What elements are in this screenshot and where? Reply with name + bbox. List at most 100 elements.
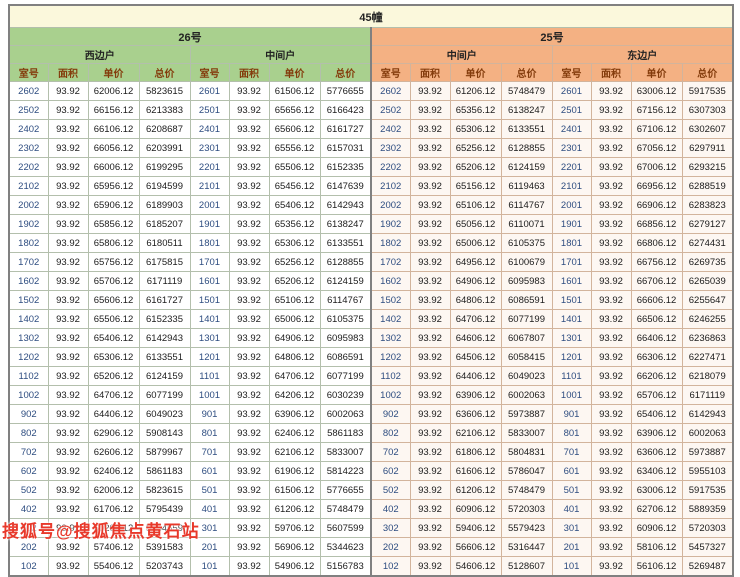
unit-type-middle-25: 中间户 <box>370 45 553 64</box>
unit-price-cell: 65906.12 <box>87 195 140 215</box>
area-cell: 93.92 <box>47 252 89 272</box>
room-cell: 1701 <box>551 252 592 272</box>
column-header-area: 面积 <box>409 63 451 82</box>
table-row: 602 93.92 62406.12 5861183 601 93.92 61906.12 5… <box>8 461 734 481</box>
area-cell: 93.92 <box>590 290 632 310</box>
total-price-cell: 5973887 <box>681 442 734 462</box>
area-cell: 93.92 <box>409 347 451 367</box>
area-cell: 93.92 <box>228 195 270 215</box>
area-cell: 93.92 <box>590 81 632 101</box>
area-cell: 93.92 <box>409 328 451 348</box>
unit-price-cell: 56606.12 <box>449 537 502 557</box>
area-cell: 93.92 <box>47 233 89 253</box>
total-price-cell: 6002063 <box>681 423 734 443</box>
unit-price-cell: 60906.12 <box>449 499 502 519</box>
total-price-cell: 5128607 <box>500 556 553 577</box>
total-price-cell: 6227471 <box>681 347 734 367</box>
area-cell: 93.92 <box>47 309 89 329</box>
area-cell: 93.92 <box>590 252 632 272</box>
table-row: 802 93.92 62906.12 5908143 801 93.92 62406.12 5… <box>8 423 734 443</box>
room-cell: 2302 <box>8 138 49 158</box>
total-price-cell: 6124159 <box>500 157 553 177</box>
room-cell: 602 <box>370 461 411 481</box>
room-cell: 102 <box>370 556 411 577</box>
room-cell: 2301 <box>551 138 592 158</box>
room-cell: 2601 <box>551 81 592 101</box>
total-price-cell: 6203991 <box>138 138 191 158</box>
area-cell: 93.92 <box>228 537 270 557</box>
room-cell: 1402 <box>370 309 411 329</box>
unit-price-cell: 63406.12 <box>630 461 683 481</box>
unit-price-cell: 59706.12 <box>268 518 321 538</box>
table-row: 1102 93.92 65206.12 6124159 1101 93.92 64706.1… <box>8 366 734 386</box>
unit-price-cell: 65606.12 <box>268 119 321 139</box>
total-price-cell: 6255647 <box>681 290 734 310</box>
room-cell: 901 <box>551 404 592 424</box>
table-row: 102 93.92 55406.12 5203743 101 93.92 54906.12 5… <box>8 556 734 577</box>
total-price-cell: 5955103 <box>681 461 734 481</box>
unit-price-cell: 65206.12 <box>87 366 140 386</box>
total-price-cell: 6218079 <box>681 366 734 386</box>
unit-type-middle-26: 中间户 <box>189 45 372 64</box>
area-cell: 93.92 <box>47 176 89 196</box>
room-cell: 2602 <box>370 81 411 101</box>
unit-price-cell: 66106.12 <box>87 119 140 139</box>
total-price-cell: 6147639 <box>319 176 372 196</box>
unit-price-cell: 60906.12 <box>630 518 683 538</box>
room-cell: 2301 <box>189 138 230 158</box>
total-price-cell: 5776655 <box>319 480 372 500</box>
table-row: 502 93.92 62006.12 5823615 501 93.92 61506.12 5… <box>8 480 734 500</box>
unit-price-cell: 61506.12 <box>268 81 321 101</box>
area-cell: 93.92 <box>47 347 89 367</box>
total-price-cell: 6302607 <box>681 119 734 139</box>
room-cell: 1102 <box>8 366 49 386</box>
area-cell: 93.92 <box>590 309 632 329</box>
unit-price-cell: 65206.12 <box>268 271 321 291</box>
unit-price-cell: 66706.12 <box>630 271 683 291</box>
area-cell: 93.92 <box>47 385 89 405</box>
unit-type-row: 西边户 中间户 中间户 东边户 <box>8 45 734 64</box>
room-cell: 2402 <box>8 119 49 139</box>
room-cell: 801 <box>551 423 592 443</box>
room-cell: 802 <box>370 423 411 443</box>
unit-price-cell: 61706.12 <box>87 499 140 519</box>
total-price-cell: 6171119 <box>681 385 734 405</box>
table-row: 2302 93.92 66056.12 6203991 2301 93.92 65556.1… <box>8 138 734 158</box>
total-price-cell: 6119463 <box>500 176 553 196</box>
area-cell: 93.92 <box>590 138 632 158</box>
unit-price-cell: 64206.12 <box>268 385 321 405</box>
total-price-cell: 6124159 <box>319 271 372 291</box>
area-cell: 93.92 <box>409 119 451 139</box>
unit-price-cell: 64506.12 <box>449 347 502 367</box>
unit-price-cell: 65506.12 <box>87 309 140 329</box>
area-cell: 93.92 <box>590 404 632 424</box>
column-header-room: 室号 <box>189 63 230 82</box>
area-cell: 93.92 <box>228 233 270 253</box>
area-cell: 93.92 <box>47 81 89 101</box>
total-price-cell: 5917535 <box>681 480 734 500</box>
room-cell: 2002 <box>8 195 49 215</box>
total-price-cell: 5316447 <box>500 537 553 557</box>
room-cell: 501 <box>189 480 230 500</box>
total-price-cell: 6105375 <box>319 309 372 329</box>
total-price-cell: 5776655 <box>319 81 372 101</box>
table-row: 1902 93.92 65856.12 6185207 1901 93.92 65356.1… <box>8 214 734 234</box>
total-price-cell: 5457327 <box>681 537 734 557</box>
total-price-cell: 6288519 <box>681 176 734 196</box>
area-cell: 93.92 <box>228 100 270 120</box>
unit-price-cell: 61506.12 <box>268 480 321 500</box>
room-cell: 401 <box>189 499 230 519</box>
room-cell: 1601 <box>189 271 230 291</box>
total-price-cell: 6049023 <box>138 404 191 424</box>
total-price-cell: 6175815 <box>138 252 191 272</box>
area-cell: 93.92 <box>590 366 632 386</box>
total-price-cell: 5344623 <box>319 537 372 557</box>
room-cell: 1601 <box>551 271 592 291</box>
area-cell: 93.92 <box>409 252 451 272</box>
room-cell: 2502 <box>8 100 49 120</box>
room-cell: 1302 <box>370 328 411 348</box>
area-cell: 93.92 <box>228 499 270 519</box>
unit-price-cell: 65406.12 <box>87 328 140 348</box>
room-cell: 502 <box>370 480 411 500</box>
unit-price-cell: 63006.12 <box>630 480 683 500</box>
